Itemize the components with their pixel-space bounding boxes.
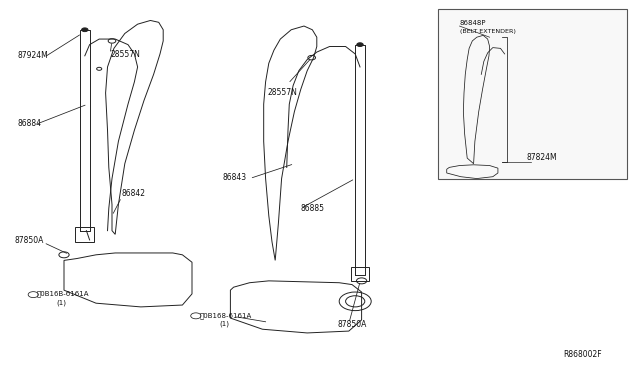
- Text: R868002F: R868002F: [563, 350, 602, 359]
- Text: 87850A: 87850A: [338, 320, 367, 328]
- Text: 87850A: 87850A: [14, 235, 44, 244]
- Text: 86885: 86885: [301, 204, 324, 213]
- Text: 87824M: 87824M: [526, 153, 557, 162]
- Circle shape: [82, 28, 88, 32]
- Text: (BELT EXTENDER): (BELT EXTENDER): [460, 29, 515, 35]
- Bar: [438, 9, 627, 179]
- Text: 28557N: 28557N: [268, 88, 298, 97]
- Bar: [351, 267, 369, 281]
- Text: 86848P: 86848P: [460, 20, 486, 26]
- Text: (1): (1): [56, 299, 67, 306]
- Text: ⒖0B16B-6161A: ⒖0B16B-6161A: [37, 291, 90, 297]
- Text: 86842: 86842: [122, 189, 146, 198]
- Circle shape: [357, 43, 364, 46]
- Bar: [75, 227, 94, 242]
- Text: (1): (1): [219, 321, 229, 327]
- Text: 28557N: 28557N: [110, 49, 140, 58]
- Text: 86843: 86843: [223, 173, 247, 182]
- Text: ⒖0B168-6161A: ⒖0B168-6161A: [200, 312, 252, 318]
- Text: 87924M: 87924M: [18, 51, 49, 60]
- Text: 86884: 86884: [18, 119, 42, 128]
